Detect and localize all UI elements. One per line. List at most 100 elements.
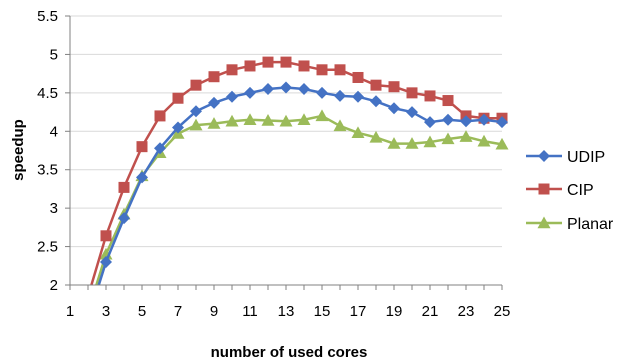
data-point-planar: [441, 132, 455, 145]
data-point-udip: [442, 113, 454, 126]
x-tick-label: 7: [174, 303, 182, 320]
series-line-planar: [95, 114, 503, 285]
data-point-planar: [297, 113, 311, 125]
series-line-cip: [90, 60, 502, 285]
data-point-cip: [424, 90, 436, 102]
data-point-cip: [316, 64, 328, 76]
data-point-cip: [244, 60, 256, 72]
data-point-udip: [460, 115, 472, 128]
y-tick-label: 4: [50, 123, 58, 140]
x-tick-label: 25: [494, 303, 511, 320]
data-point-udip: [280, 81, 292, 94]
data-point-udip: [118, 212, 130, 225]
data-point-udip: [136, 171, 148, 184]
x-tick-label: 9: [210, 303, 218, 320]
data-point-udip: [226, 90, 238, 103]
data-point-cip: [334, 64, 346, 76]
legend: UDIP CIP Planar: [526, 149, 614, 233]
data-point-cip: [172, 92, 184, 104]
x-tick-label: 13: [278, 303, 295, 320]
legend-label-udip: UDIP: [567, 149, 605, 166]
y-tick-label: 2.5: [37, 239, 58, 256]
data-point-cip: [406, 87, 418, 99]
data-point-planar: [405, 137, 419, 149]
data-point-planar: [459, 130, 473, 142]
data-point-cip: [298, 60, 310, 72]
data-point-udip: [334, 89, 346, 102]
data-point-planar: [387, 137, 401, 149]
x-tick-label: 1: [66, 303, 74, 320]
y-tick-label: 2: [50, 277, 58, 294]
legend-swatch-marker-planar: [537, 216, 551, 229]
y-axis-title: speedup: [10, 119, 27, 181]
legend-swatch-marker-udip: [538, 150, 550, 162]
data-point-udip: [262, 83, 274, 96]
data-point-udip: [154, 142, 166, 155]
data-point-udip: [244, 86, 256, 99]
data-point-planar: [495, 137, 509, 150]
data-point-udip: [208, 96, 220, 109]
data-point-udip: [478, 113, 490, 126]
data-point-planar: [369, 130, 383, 143]
x-tick-label: 21: [422, 303, 439, 320]
data-point-cip: [226, 64, 238, 76]
data-point-udip: [190, 105, 202, 118]
legend-item-cip: CIP: [526, 182, 594, 199]
legend-swatch-marker-cip: [538, 183, 550, 195]
x-tick-label: 11: [242, 303, 258, 320]
data-point-cip: [388, 81, 400, 93]
data-point-planar: [243, 113, 257, 125]
tick-labels: 22.533.544.555.51 3 5 7 9 11 13 15 17 19 21 23 25: [37, 8, 510, 320]
x-tick-label: 5: [138, 303, 146, 320]
legend-label-planar: Planar: [567, 216, 614, 233]
x-tick-label: 15: [314, 303, 331, 320]
legend-label-cip: CIP: [567, 182, 594, 199]
data-point-planar: [279, 114, 293, 127]
data-point-planar: [333, 119, 347, 132]
data-point-udip: [424, 116, 436, 129]
data-point-udip: [496, 116, 508, 129]
data-point-cip: [262, 56, 274, 68]
data-point-cip: [352, 71, 364, 83]
gridlines: [70, 15, 502, 248]
x-tick-label: 19: [386, 303, 403, 320]
series-planar: [95, 109, 509, 285]
y-tick-label: 3.5: [37, 162, 58, 179]
data-point-udip: [352, 90, 364, 103]
data-point-cip: [118, 181, 130, 193]
data-point-udip: [370, 95, 382, 108]
data-point-udip: [406, 106, 418, 119]
data-point-cip: [280, 56, 292, 68]
axes: [65, 15, 503, 290]
x-tick-label: 23: [458, 303, 475, 320]
data-point-planar: [189, 118, 203, 131]
y-tick-label: 4.5: [37, 85, 58, 102]
data-point-planar: [351, 126, 365, 139]
data-point-planar: [423, 135, 437, 148]
x-axis-title: number of used cores: [211, 344, 368, 361]
x-tick-label: 3: [102, 303, 110, 320]
data-point-udip: [298, 83, 310, 96]
data-point-cip: [442, 95, 454, 107]
series-udip: [97, 81, 508, 285]
y-tick-label: 5.5: [37, 8, 58, 25]
data-point-planar: [261, 114, 275, 126]
data-point-cip: [136, 141, 148, 153]
data-point-udip: [100, 255, 112, 268]
data-point-planar: [477, 134, 491, 147]
legend-item-planar: Planar: [526, 216, 614, 233]
data-point-planar: [225, 114, 239, 127]
data-point-udip: [172, 121, 184, 134]
data-point-planar: [207, 117, 221, 129]
data-point-cip: [100, 230, 112, 242]
data-point-cip: [208, 71, 220, 83]
series-lines: [90, 56, 509, 285]
data-point-cip: [370, 79, 382, 91]
data-point-cip: [154, 110, 166, 122]
y-tick-label: 3: [50, 200, 58, 217]
data-point-cip: [190, 79, 202, 91]
data-point-udip: [388, 102, 400, 115]
data-point-udip: [316, 86, 328, 99]
x-tick-label: 17: [350, 303, 367, 320]
